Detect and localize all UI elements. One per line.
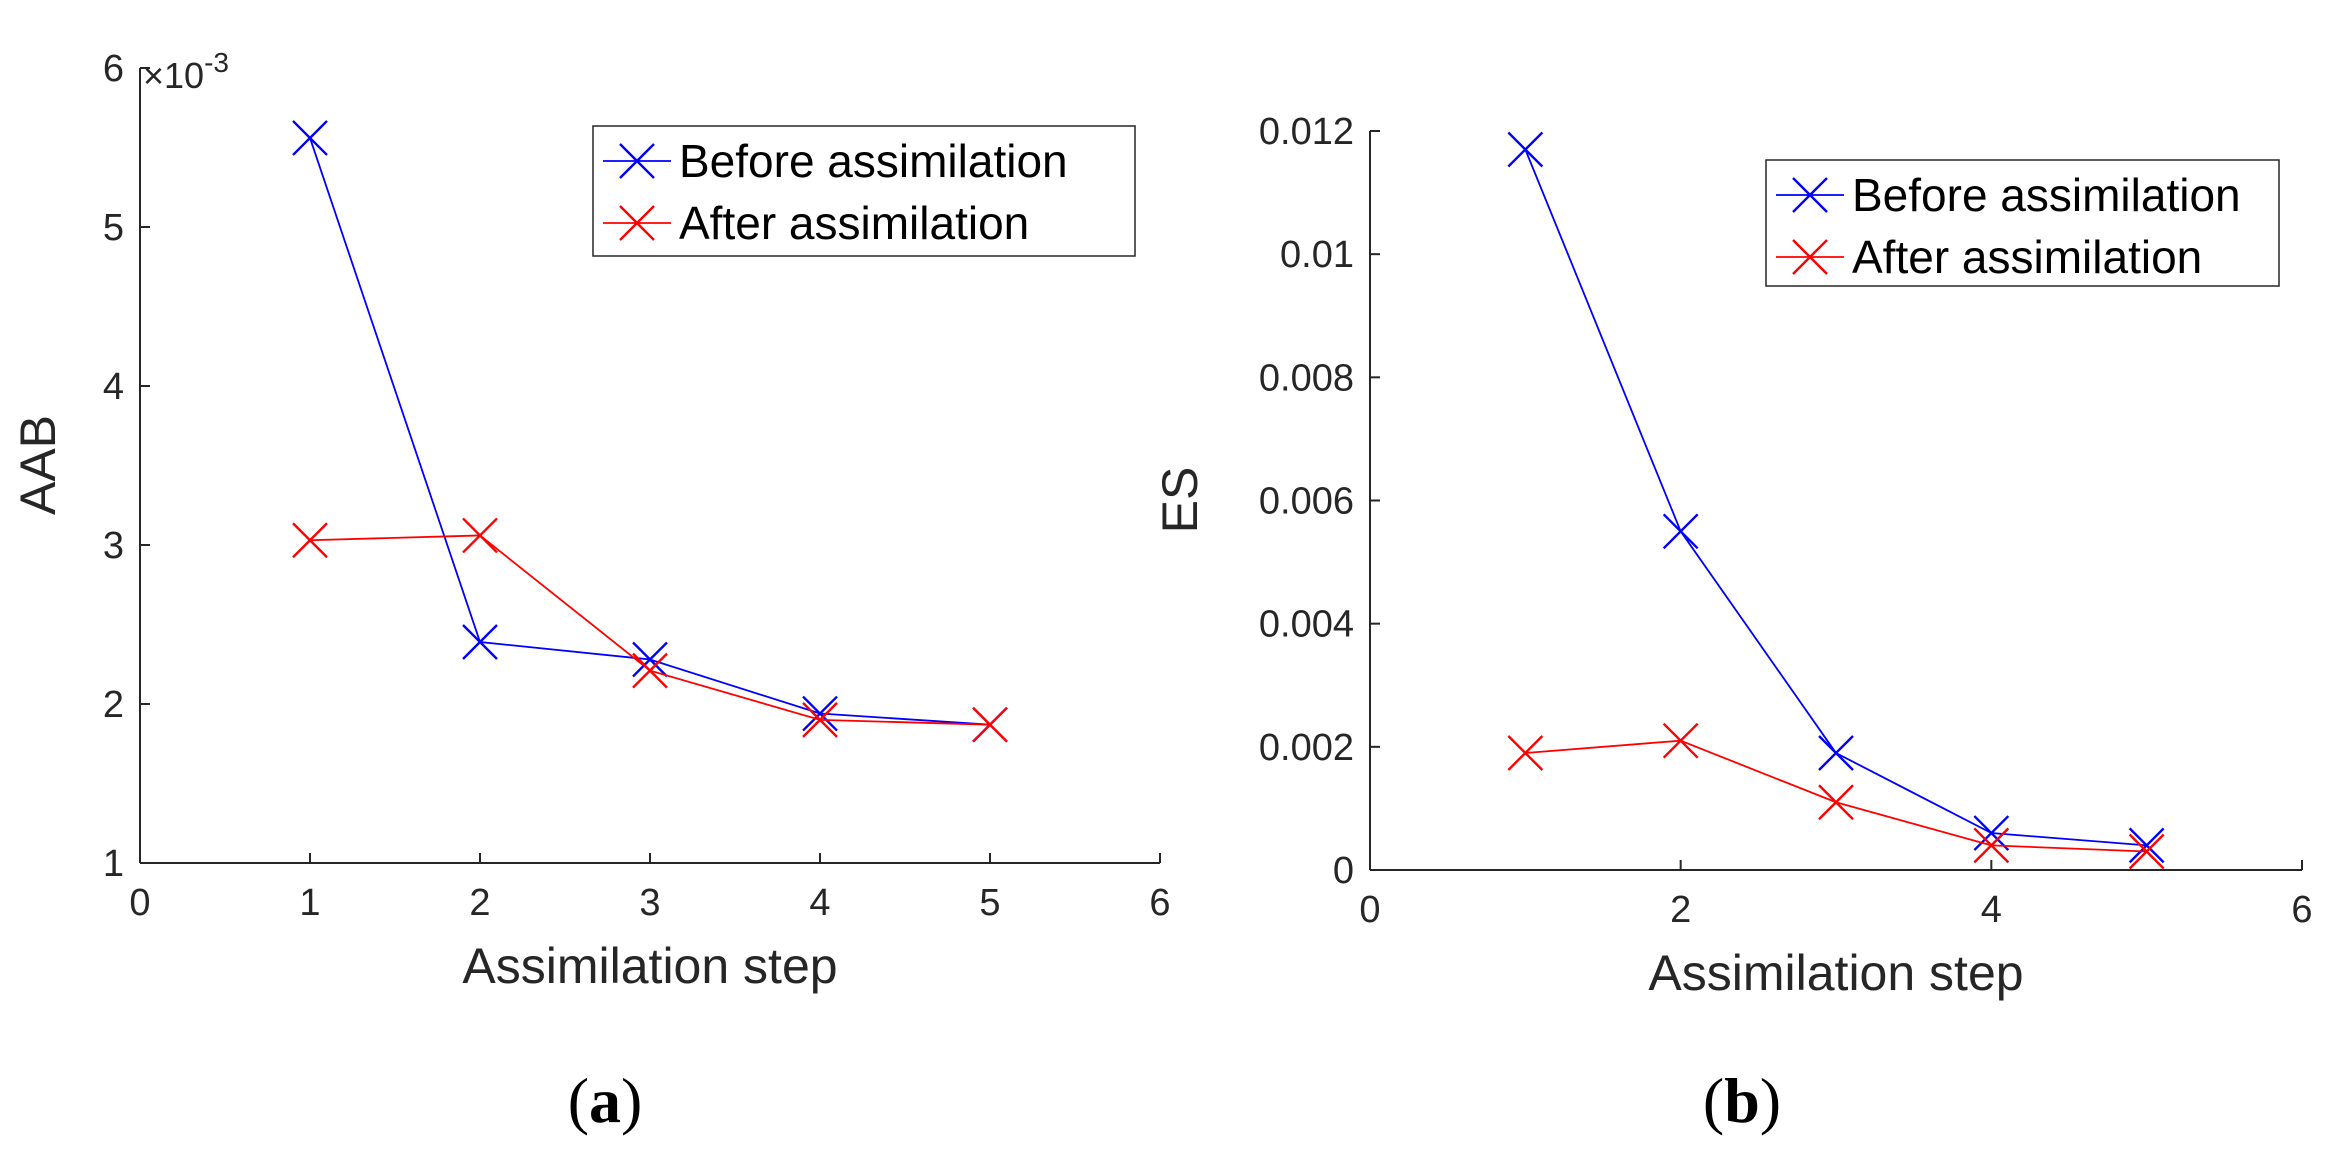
x-axis-label: Assimilation step: [1648, 945, 2023, 1001]
data-point-after: [1662, 722, 1699, 759]
y-tick-label: 0.004: [1259, 604, 1354, 646]
data-point-before: [1507, 131, 1544, 168]
data-point-before: [1973, 815, 2010, 851]
x-tick-label: 2: [1670, 889, 1691, 931]
y-exponent-power: -3: [204, 47, 229, 78]
y-tick-label: 6: [103, 48, 124, 90]
caption-open: (: [568, 1065, 589, 1136]
legend-label: Before assimilation: [679, 135, 1068, 187]
data-point-before: [1818, 735, 1854, 771]
data-point-before: [2128, 827, 2165, 864]
legend-marker: [1792, 177, 1828, 213]
y-tick-label: 0.002: [1259, 727, 1354, 769]
series-line-after: [1525, 739, 2147, 853]
legend-box: [1765, 159, 2280, 287]
legend-box: [592, 125, 1136, 257]
panel-caption: (b): [1703, 1065, 1781, 1136]
legend-marker: [1792, 239, 1828, 275]
data-point-after: [462, 517, 498, 554]
y-exponent-label: ×10-3: [143, 47, 229, 96]
x-tick-label: 6: [2291, 889, 2312, 931]
legend-marker: [619, 143, 655, 179]
data-point-after: [972, 706, 1008, 743]
y-tick-label: 4: [103, 366, 124, 408]
caption-open: (: [1703, 1065, 1724, 1136]
y-tick-label: 2: [103, 684, 124, 726]
caption-letter: a: [589, 1065, 621, 1136]
x-tick-label: 5: [979, 882, 1000, 924]
y-axis-label: AAB: [10, 415, 66, 515]
data-point-before: [632, 641, 668, 678]
data-point-before: [802, 695, 838, 732]
chart-panel-b: 0 2 4 6 0 0.002 0.004 0.006 0.008 0.01 0.012 Assimi…: [1152, 111, 2313, 1136]
data-point-after: [632, 652, 668, 689]
data-point-after: [1818, 784, 1854, 821]
y-tick-label: 5: [103, 207, 124, 249]
series-line-after: [309, 534, 991, 726]
data-point-before: [292, 120, 328, 156]
legend-label: After assimilation: [1852, 231, 2202, 283]
caption-letter: b: [1724, 1065, 1760, 1136]
caption-close: ): [621, 1065, 642, 1136]
y-tick-label: 0.01: [1280, 234, 1354, 276]
x-tick-label: 0: [1359, 889, 1380, 931]
y-axis-label: ES: [1152, 467, 1208, 534]
data-point-before: [462, 624, 498, 660]
y-tick-label: 0.012: [1259, 111, 1354, 153]
y-tick-label: 3: [103, 525, 124, 567]
legend-label: After assimilation: [679, 197, 1029, 249]
y-exponent-prefix: ×10: [143, 55, 204, 96]
panel-caption: (a): [568, 1065, 643, 1136]
data-point-after: [1507, 735, 1544, 771]
x-tick-label: 4: [809, 882, 830, 924]
x-axis-label: Assimilation step: [462, 938, 837, 994]
data-point-after: [802, 702, 838, 738]
y-tick-label: 0.008: [1259, 357, 1354, 399]
y-tick-label: 0: [1333, 850, 1354, 892]
legend-marker: [619, 205, 655, 241]
y-tick-label: 0.006: [1259, 481, 1354, 523]
y-tick-label: 1: [103, 843, 124, 885]
data-point-after: [1973, 827, 2010, 864]
x-tick-label: 2: [469, 882, 490, 924]
x-tick-label: 0: [129, 882, 150, 924]
legend: Before assimilation After assimilation: [1765, 159, 2280, 287]
caption-close: ): [1760, 1065, 1781, 1136]
x-tick-label: 3: [639, 882, 660, 924]
legend-label: Before assimilation: [1852, 169, 2241, 221]
data-point-before: [1662, 513, 1699, 550]
x-tick-label: 6: [1149, 882, 1170, 924]
x-tick-label: 4: [1981, 889, 2002, 931]
data-point-after: [292, 522, 328, 559]
legend: Before assimilation After assimilation: [592, 125, 1136, 257]
data-point-after: [2128, 833, 2165, 870]
x-tick-label: 1: [299, 882, 320, 924]
